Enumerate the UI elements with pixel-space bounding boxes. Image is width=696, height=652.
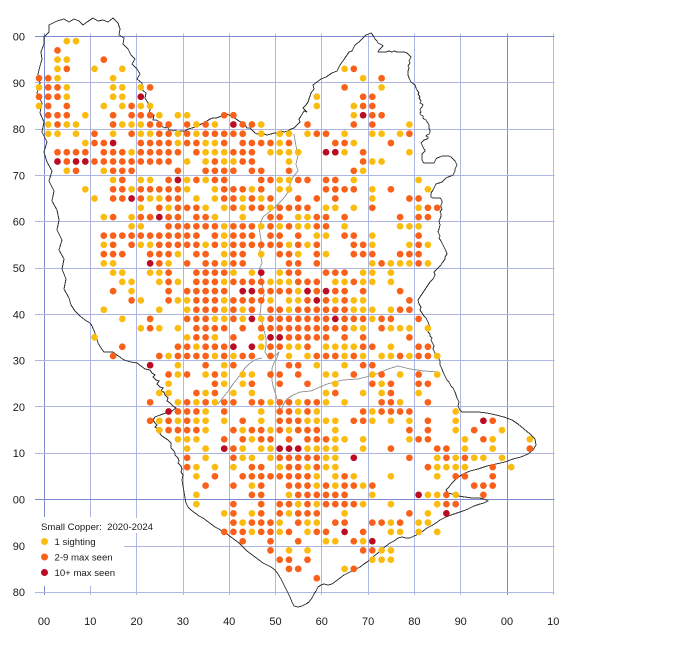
svg-text:60: 60 [316, 616, 328, 628]
svg-text:00: 00 [38, 616, 50, 628]
svg-text:80: 80 [13, 587, 25, 599]
svg-text:00: 00 [13, 495, 25, 507]
svg-text:1 sighting: 1 sighting [55, 537, 96, 548]
svg-text:50: 50 [13, 263, 25, 275]
svg-text:10+ max seen: 10+ max seen [55, 568, 116, 579]
svg-text:00: 00 [501, 616, 513, 628]
svg-text:10: 10 [13, 448, 25, 460]
svg-text:20: 20 [13, 402, 25, 414]
svg-text:60: 60 [13, 217, 25, 229]
svg-text:70: 70 [13, 170, 25, 182]
svg-text:10: 10 [547, 616, 559, 628]
svg-text:30: 30 [13, 356, 25, 368]
svg-text:80: 80 [13, 124, 25, 136]
svg-text:40: 40 [223, 616, 235, 628]
svg-text:00: 00 [13, 32, 25, 44]
svg-text:90: 90 [13, 541, 25, 553]
svg-text:50: 50 [269, 616, 281, 628]
svg-text:10: 10 [84, 616, 96, 628]
svg-text:20: 20 [130, 616, 142, 628]
svg-text:Small Copper: 2020-2024: Small Copper: 2020-2024 [41, 522, 154, 533]
svg-text:90: 90 [13, 78, 25, 90]
svg-text:2-9 max seen: 2-9 max seen [55, 553, 113, 564]
svg-text:90: 90 [455, 616, 467, 628]
svg-text:70: 70 [362, 616, 374, 628]
svg-text:80: 80 [408, 616, 420, 628]
svg-text:30: 30 [177, 616, 189, 628]
svg-text:40: 40 [13, 309, 25, 321]
